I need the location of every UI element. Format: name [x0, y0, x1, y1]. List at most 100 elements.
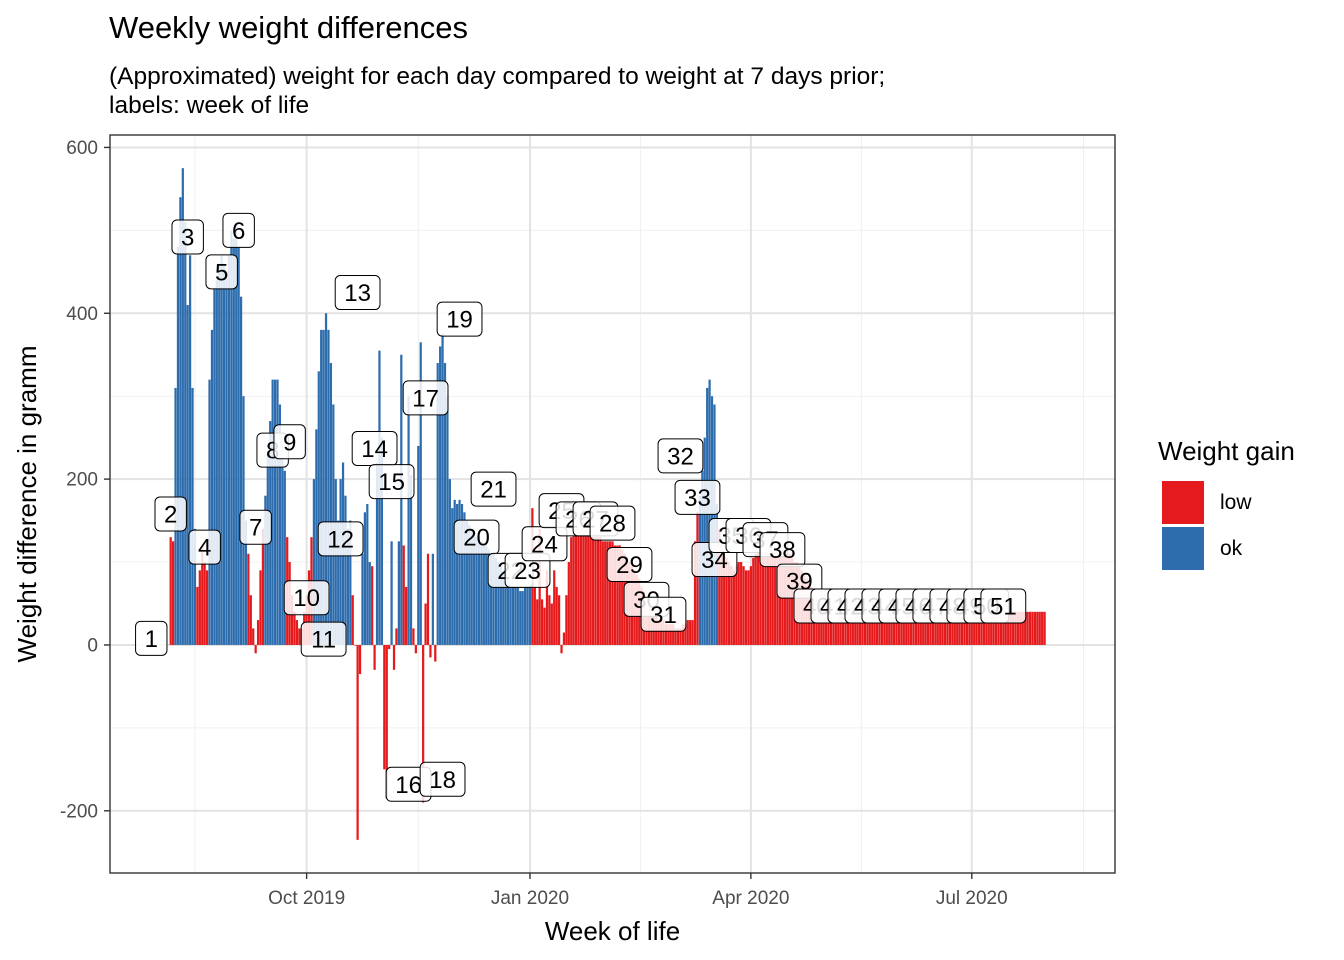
bar: [1026, 611, 1029, 645]
bar: [201, 545, 204, 645]
bar: [672, 624, 675, 645]
bar: [667, 624, 670, 645]
bar: [892, 611, 896, 645]
bar: [334, 479, 337, 645]
bar: [181, 168, 184, 645]
bar: [215, 280, 218, 645]
bar: [456, 504, 459, 645]
bar: [740, 562, 743, 645]
legend-item-ok: ok: [1162, 527, 1344, 571]
bar: [473, 533, 476, 645]
bar: [587, 533, 590, 645]
bar: [545, 570, 549, 645]
bar: [681, 624, 685, 645]
bar: [1016, 611, 1020, 645]
bar: [608, 541, 612, 645]
bar: [732, 570, 735, 645]
panel-border: [109, 134, 1116, 874]
bar: [351, 595, 354, 645]
bar: [691, 620, 694, 645]
bar: [956, 611, 959, 645]
bar: [460, 504, 464, 645]
bar: [958, 611, 961, 645]
bar: [982, 611, 986, 645]
y-tick-label: 0: [87, 635, 98, 656]
bar: [499, 566, 502, 645]
week-label: 6: [232, 218, 245, 245]
bar: [664, 624, 668, 645]
bar: [264, 495, 267, 645]
bar: [521, 591, 524, 645]
bar: [523, 586, 527, 645]
bar: [434, 644, 437, 662]
bar: [494, 557, 498, 645]
bar: [179, 197, 182, 645]
bar: [926, 611, 930, 645]
bar: [1004, 611, 1007, 645]
bar: [276, 379, 279, 645]
bar: [293, 611, 296, 645]
bar: [448, 479, 451, 645]
bar: [358, 644, 362, 674]
bar: [1033, 611, 1036, 645]
bar: [834, 611, 837, 645]
bar: [953, 611, 956, 645]
bar: [176, 246, 180, 645]
bar: [754, 553, 757, 645]
bar: [361, 553, 364, 645]
bar: [349, 520, 352, 645]
bar: [897, 611, 901, 645]
bar: [718, 528, 721, 645]
bar: [453, 499, 456, 645]
bar: [557, 595, 561, 645]
bar: [994, 611, 998, 645]
bar: [613, 545, 617, 645]
bar: [766, 541, 769, 645]
bar: [419, 342, 422, 645]
bar: [844, 611, 847, 645]
bar: [924, 611, 927, 645]
week-label: 38: [769, 537, 796, 564]
week-label: 32: [667, 443, 694, 470]
legend-label-low: low: [1220, 491, 1252, 514]
bar: [912, 611, 915, 645]
bar: [757, 549, 760, 645]
bar: [861, 611, 864, 645]
bar: [783, 553, 786, 645]
bar: [570, 537, 573, 645]
bar: [409, 474, 413, 645]
bar: [256, 620, 260, 645]
bar: [339, 479, 342, 645]
bar: [509, 578, 512, 645]
bar: [851, 611, 854, 645]
bar: [873, 611, 876, 645]
bar: [684, 624, 687, 645]
bar: [679, 628, 682, 645]
bar: [621, 549, 624, 645]
bar: [363, 512, 366, 645]
bar: [397, 541, 400, 645]
bar: [485, 545, 488, 645]
week-label: 31: [650, 602, 677, 629]
bar: [939, 611, 942, 645]
week-label: 12: [327, 526, 354, 553]
week-label-box: [640, 596, 687, 632]
bar: [235, 222, 238, 645]
bar: [414, 644, 417, 654]
bar: [526, 586, 529, 645]
bar: [1019, 611, 1022, 645]
week-label-box: [334, 275, 381, 311]
bar: [948, 611, 952, 645]
x-tick-label: Jul 2020: [936, 888, 1008, 909]
bar: [172, 541, 175, 645]
legend-key-low: [1162, 481, 1204, 524]
week-label: 17: [412, 385, 439, 412]
bar: [747, 570, 750, 645]
bar: [674, 628, 677, 645]
bar: [436, 363, 439, 645]
bar: [218, 263, 221, 645]
bar: [327, 329, 330, 645]
bar: [380, 437, 383, 645]
bar: [689, 620, 692, 645]
bar: [344, 495, 347, 645]
